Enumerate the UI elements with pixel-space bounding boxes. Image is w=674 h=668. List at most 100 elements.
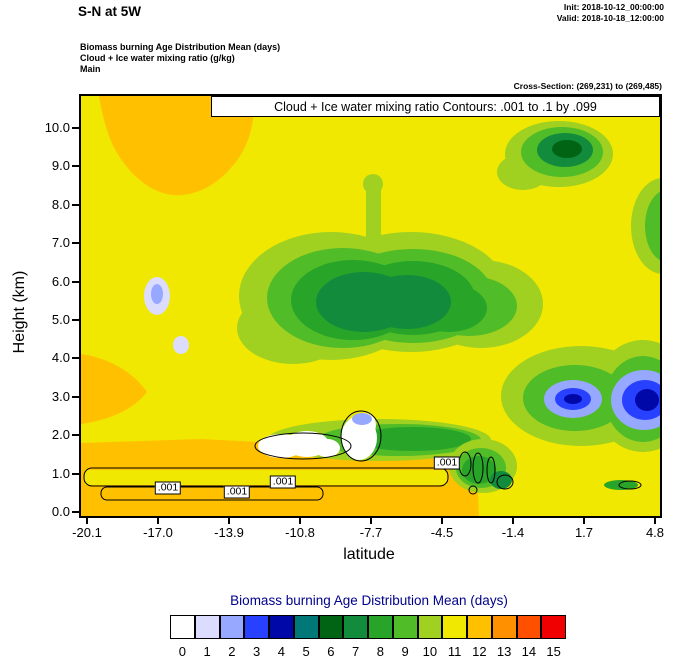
y-tick-label: 0.0 <box>51 504 70 519</box>
legend-label: 9 <box>401 644 409 659</box>
x-tick-label: -4.5 <box>430 525 454 540</box>
legend-label: 5 <box>302 644 310 659</box>
y-tick <box>72 127 79 129</box>
legend-cell-11 <box>442 615 467 639</box>
y-tick-label: 2.0 <box>51 427 70 443</box>
contour-info-banner: Cloud + Ice water mixing ratio Contours:… <box>211 96 660 117</box>
y-tick-label: 3.0 <box>51 388 70 404</box>
legend-cell-0 <box>170 615 195 639</box>
lavender-speck-small <box>173 336 189 354</box>
run-times: Init: 2018-10-12_00:00:00 Valid: 2018-10… <box>557 2 664 23</box>
legend-cell-1 <box>194 615 220 639</box>
legend-cell-13 <box>491 615 517 639</box>
contour-label: .001 <box>223 485 251 499</box>
y-tick <box>72 319 79 321</box>
x-tick-label: -10.8 <box>285 525 315 540</box>
y-tick-label: 5.0 <box>51 312 70 327</box>
x-tick <box>441 517 443 524</box>
y-tick <box>72 165 79 168</box>
contour-label: .001 <box>154 481 182 495</box>
contour-label: .001 <box>269 475 297 489</box>
legend-label: 11 <box>447 644 462 659</box>
legend-cell-5 <box>293 615 319 639</box>
blue-pocket-left <box>544 380 602 418</box>
x-tick-label: 4.8 <box>645 525 665 540</box>
x-tick-label: -13.9 <box>214 525 244 540</box>
legend-label: 2 <box>228 644 236 659</box>
orange-wedge-left <box>81 354 147 424</box>
y-tick-label: 8.0 <box>51 196 70 212</box>
y-tick <box>72 203 79 206</box>
y-tick-label: 6.0 <box>51 273 70 289</box>
legend-label: 15 <box>546 644 561 659</box>
subtitle-fill-field: Biomass burning Age Distribution Mean (d… <box>80 42 281 52</box>
legend-cell-14 <box>516 615 542 639</box>
legend-label: 4 <box>277 644 285 659</box>
init-time: Init: 2018-10-12_00:00:00 <box>563 2 664 12</box>
x-tick <box>370 517 372 524</box>
legend-label: 1 <box>203 644 211 659</box>
legend-cell-9 <box>392 615 418 639</box>
legend-label: 10 <box>422 644 438 659</box>
cloud-cell-blue-cap <box>352 413 372 425</box>
contour-field <box>81 96 660 516</box>
y-tick <box>72 434 79 437</box>
plot-area <box>79 94 662 518</box>
legend-label: 13 <box>496 644 512 659</box>
x-tick-label: -1.4 <box>501 525 525 540</box>
legend-bar <box>170 615 566 639</box>
x-tick <box>228 517 230 524</box>
x-tick-label: -20.1 <box>72 525 102 540</box>
x-tick <box>86 517 88 524</box>
legend-label: 0 <box>178 644 186 659</box>
legend-cell-4 <box>269 615 294 639</box>
legend-cell-2 <box>219 615 245 639</box>
x-tick <box>157 517 159 524</box>
legend-label: 3 <box>253 644 261 659</box>
x-tick-label: -7.7 <box>359 525 383 540</box>
y-tick <box>72 511 79 513</box>
x-tick <box>512 517 514 524</box>
y-tick <box>72 242 79 245</box>
field-subtitles: Biomass burning Age Distribution Mean (d… <box>80 42 280 75</box>
legend-cell-3 <box>244 615 269 639</box>
y-tick <box>72 472 79 475</box>
contour-label: .001 <box>433 456 461 470</box>
y-axis-title: Height (km) <box>11 270 28 354</box>
subtitle-contour-field: Cloud + Ice water mixing ratio (g/kg) <box>80 53 235 63</box>
y-tick-label: 9.0 <box>51 158 70 174</box>
x-tick-label: -17.0 <box>143 525 173 540</box>
x-tick-label: 1.7 <box>574 525 594 540</box>
x-axis-title: latitude <box>343 546 395 563</box>
y-tick <box>72 357 79 360</box>
y-tick-label: 7.0 <box>51 235 70 251</box>
y-tick <box>72 395 79 398</box>
subtitle-domain: Main <box>80 64 101 74</box>
x-tick <box>299 517 301 524</box>
legend-label: 8 <box>376 644 384 659</box>
y-tick-label: 4.0 <box>51 350 70 366</box>
legend-cell-8 <box>368 615 393 639</box>
legend-cell-10 <box>417 615 443 639</box>
x-tick <box>583 517 585 524</box>
y-tick-label: 10.0 <box>44 120 70 135</box>
legend-cell-15 <box>541 615 566 639</box>
central-plume-core <box>316 272 451 332</box>
blue-pocket-right <box>611 370 660 430</box>
legend-cell-12 <box>467 615 492 639</box>
legend-label: 7 <box>352 644 360 659</box>
legend-labels: 0 1 2 3 4 5 6 7 8 9 10 11 12 13 14 15 <box>170 644 566 659</box>
page-title: S-N at 5W <box>78 4 142 19</box>
legend-label: 14 <box>521 644 537 659</box>
legend-label: 6 <box>327 644 335 659</box>
legend-cell-7 <box>343 615 368 639</box>
y-tick-label: 1.0 <box>51 465 70 481</box>
x-tick <box>654 517 656 524</box>
cross-section-coords: Cross-Section: (269,231) to (269,485) <box>513 81 662 91</box>
legend-cell-6 <box>318 615 344 639</box>
yellow-channel <box>85 470 447 485</box>
legend-title: Biomass burning Age Distribution Mean (d… <box>230 593 508 608</box>
legend-label: 12 <box>472 644 487 659</box>
valid-time: Valid: 2018-10-18_12:00:00 <box>556 12 664 23</box>
